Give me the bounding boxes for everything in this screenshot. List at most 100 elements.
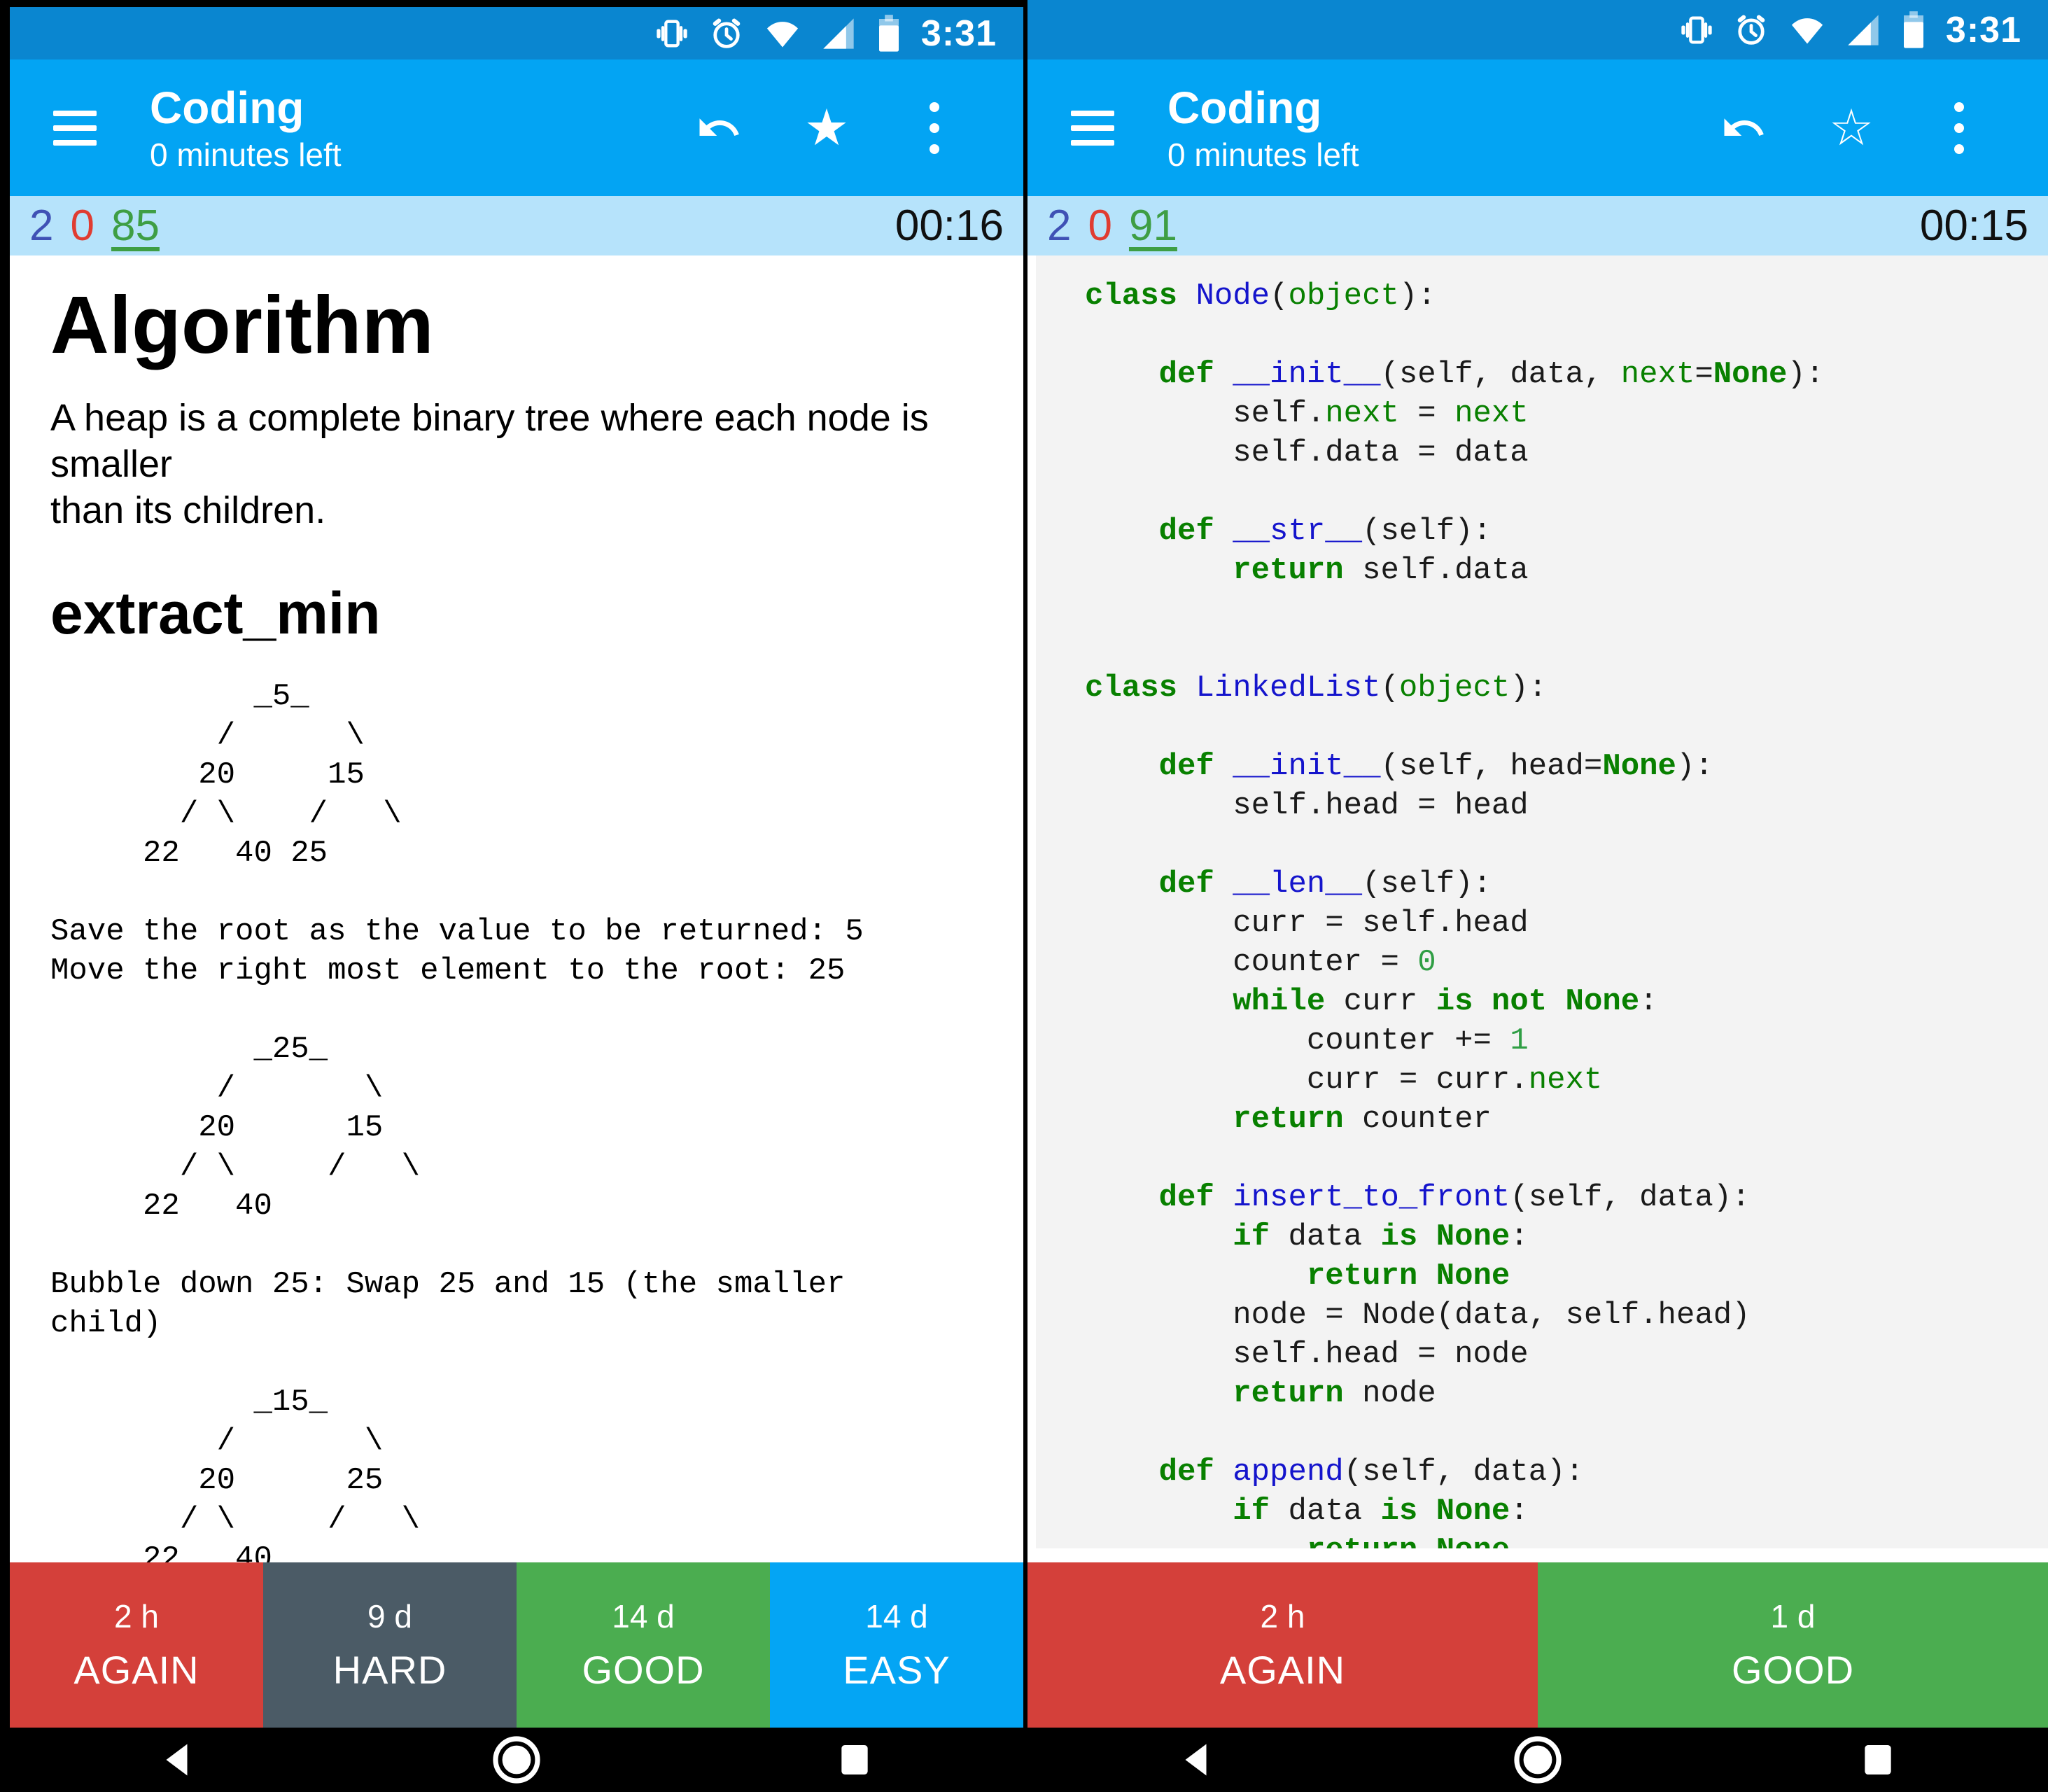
python-code-block: class Node(object): def __init__(self, d…: [1036, 255, 2048, 1548]
code-line: self.next = next: [1085, 396, 1529, 431]
code-line: self.head = node: [1085, 1337, 1529, 1372]
card-heading: Algorithm: [50, 279, 434, 370]
alarm-icon: [713, 18, 741, 48]
code-line: def insert_to_front(self, data):: [1158, 1180, 1751, 1215]
mark-star-icon[interactable]: ☆: [1828, 99, 1874, 156]
code-line: [1085, 1139, 2048, 1178]
learning-count: 0: [70, 202, 94, 250]
answer-button-hard[interactable]: 9 d HARD: [263, 1562, 517, 1728]
card-content: class Node(object): def __init__(self, d…: [1027, 255, 2048, 1562]
home-icon[interactable]: [1368, 1728, 1708, 1792]
code-line: return self.data: [1233, 553, 1529, 588]
mark-star-icon[interactable]: ★: [804, 99, 850, 156]
card-timer: 00:16: [895, 202, 1004, 250]
time-left-subtitle: 0 minutes left: [1167, 136, 1359, 173]
code-line: def __str__(self):: [1158, 514, 1492, 549]
code-line: curr = curr.next: [1085, 1063, 1603, 1098]
code-line: while curr is not None:: [1233, 984, 1658, 1019]
answer-interval: 9 d: [367, 1598, 412, 1634]
answer-interval: 14 d: [865, 1598, 928, 1634]
answer-button-row: 2 h AGAIN 1 d GOOD: [1027, 1562, 2048, 1728]
home-icon[interactable]: [348, 1728, 686, 1792]
undo-icon[interactable]: [1719, 100, 1768, 156]
code-line: [1085, 708, 2048, 747]
back-icon[interactable]: [1027, 1728, 1368, 1792]
answer-label: GOOD: [1731, 1648, 1855, 1692]
answer-button-easy[interactable]: 14 d EASY: [770, 1562, 1023, 1728]
answer-label: HARD: [332, 1648, 447, 1692]
battery-icon: [878, 14, 899, 52]
code-line: [1085, 629, 2048, 668]
code-line: [1085, 590, 2048, 629]
code-line: def __init__(self, data, next=None):: [1158, 357, 1825, 392]
review-count: 85: [111, 202, 160, 250]
navigation-bar: [10, 1728, 1023, 1792]
code-line: class LinkedList(object):: [1085, 671, 1548, 706]
overflow-menu-icon[interactable]: [910, 100, 959, 156]
card-content: Algorithm A heap is a complete binary tr…: [10, 255, 1023, 1562]
code-line: [1085, 316, 2048, 355]
alarm-icon: [1737, 15, 1765, 45]
status-bar: 3:31: [1027, 0, 2048, 59]
code-line: counter += 1: [1085, 1023, 1529, 1058]
ascii-tree-after-bubble: _15_ / \ 20 25 / \ / \ 22 40: [143, 1384, 421, 1562]
card-intro-text: A heap is a complete binary tree where e…: [50, 397, 929, 532]
answer-interval: 2 h: [1260, 1598, 1305, 1634]
card-subheading: extract_min: [50, 580, 381, 647]
code-line: return counter: [1233, 1102, 1492, 1137]
signal-icon: [1848, 14, 1879, 46]
back-icon[interactable]: [10, 1728, 348, 1792]
learning-count: 0: [1088, 202, 1112, 250]
app-bar: Coding 0 minutes left ☆: [1027, 59, 2048, 196]
ascii-tree-initial: _5_ / \ 20 15 / \ / \ 22 40 25: [143, 678, 402, 871]
code-line: class Node(object):: [1085, 279, 1436, 314]
code-line: return None: [1306, 1259, 1510, 1294]
right-phone: 3:31 Coding 0 minutes left ☆: [1027, 0, 2048, 1792]
code-line: [1085, 472, 2048, 512]
code-line: self.head = head: [1085, 788, 1529, 823]
counter-bar: 2 0 91 00:15: [1027, 196, 2048, 255]
answer-interval: 2 h: [114, 1598, 159, 1634]
answer-button-again[interactable]: 2 h AGAIN: [1027, 1562, 1538, 1728]
answer-button-again[interactable]: 2 h AGAIN: [10, 1562, 263, 1728]
code-line: [1085, 1413, 2048, 1452]
vibrate-icon: [1681, 16, 1712, 43]
deck-title: Coding: [1167, 82, 1322, 133]
answer-button-good[interactable]: 14 d GOOD: [517, 1562, 770, 1728]
menu-icon[interactable]: [53, 110, 97, 146]
vibrate-icon: [657, 20, 687, 47]
signal-icon: [823, 18, 854, 49]
recents-icon[interactable]: [685, 1728, 1023, 1792]
code-line: node = Node(data, self.head): [1085, 1298, 1751, 1333]
app-bar: Coding 0 minutes left ★: [10, 59, 1023, 196]
code-line: def __len__(self):: [1158, 867, 1492, 902]
clock-text: 3:31: [920, 13, 997, 54]
code-line: if data is None:: [1233, 1494, 1529, 1529]
left-phone: 3:31 Coding 0 minutes left ★: [10, 7, 1023, 1792]
code-line: return node: [1233, 1376, 1436, 1411]
recents-icon[interactable]: [1708, 1728, 2048, 1792]
menu-icon[interactable]: [1071, 110, 1114, 146]
status-bar: 3:31: [10, 7, 1023, 59]
undo-icon[interactable]: [694, 100, 743, 156]
code-line: return None: [1085, 1531, 2048, 1548]
answer-label: GOOD: [582, 1648, 705, 1692]
answer-button-good[interactable]: 1 d GOOD: [1538, 1562, 2048, 1728]
code-line: if data is None:: [1233, 1219, 1529, 1254]
answer-label: EASY: [843, 1648, 951, 1692]
answer-label: AGAIN: [1219, 1648, 1346, 1692]
ascii-tree-after-move: _25_ / \ 20 15 / \ / \ 22 40: [143, 1031, 421, 1224]
step-text-1: Save the root as the value to be returne…: [50, 913, 864, 988]
step-text-2: Bubble down 25: Swap 25 and 15 (the smal…: [50, 1266, 846, 1341]
wifi-icon: [766, 21, 799, 47]
new-count: 2: [29, 202, 54, 250]
code-line: curr = self.head: [1085, 906, 1529, 941]
new-count: 2: [1047, 202, 1072, 250]
counter-bar: 2 0 85 00:16: [10, 196, 1023, 255]
answer-interval: 14 d: [612, 1598, 675, 1634]
navigation-bar: [1027, 1728, 2048, 1792]
overflow-menu-icon[interactable]: [1935, 100, 1984, 156]
code-line: self.data = data: [1085, 435, 1529, 470]
review-count: 91: [1128, 202, 1177, 250]
answer-label: AGAIN: [73, 1648, 199, 1692]
